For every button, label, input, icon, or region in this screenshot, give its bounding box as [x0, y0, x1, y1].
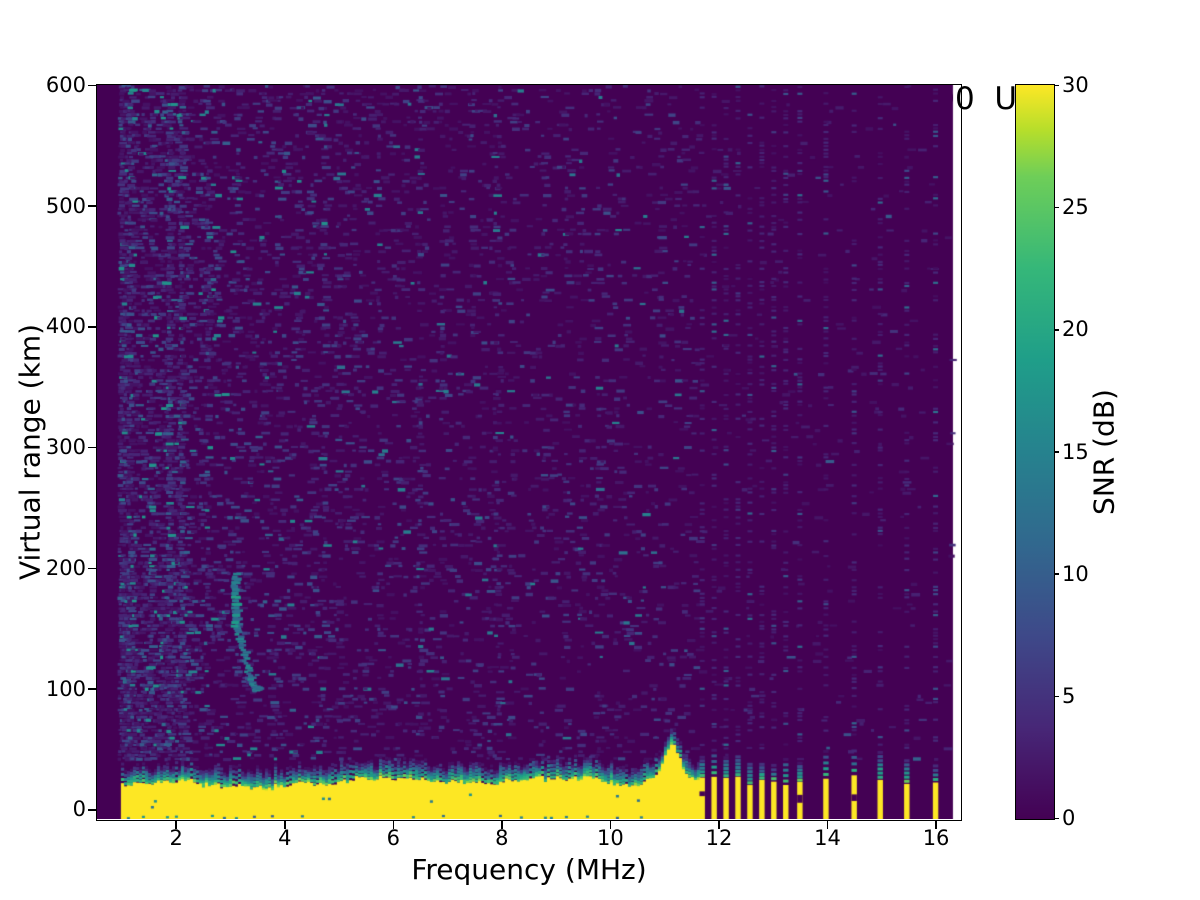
cbar-tick-mark	[1054, 451, 1059, 453]
x-tick-mark	[935, 821, 937, 829]
y-tick-label: 100	[45, 676, 86, 701]
x-tick-label: 12	[705, 826, 733, 850]
cbar-tick-label: 0	[1062, 806, 1076, 830]
y-tick-label: 0	[72, 797, 86, 822]
x-tick-mark	[718, 821, 720, 829]
cbar-tick-label: 10	[1062, 561, 1089, 586]
y-axis-label: Virtual range (km)	[13, 323, 47, 581]
x-tick-label: 6	[386, 826, 400, 850]
x-tick-mark	[609, 821, 612, 829]
x-tick-mark	[501, 821, 503, 829]
y-tick-label: 400	[45, 314, 86, 339]
x-tick-label: 8	[495, 826, 509, 850]
cbar-tick-mark	[1054, 84, 1059, 87]
y-tick-mark	[88, 809, 96, 811]
cbar-tick-mark	[1054, 573, 1059, 575]
y-tick-mark	[88, 205, 96, 207]
x-tick-mark	[826, 821, 829, 829]
x-tick-mark	[392, 821, 395, 829]
y-tick-mark	[88, 446, 96, 449]
y-tick-mark	[88, 84, 96, 87]
ionogram-canvas	[97, 85, 960, 819]
colorbar	[1015, 84, 1055, 820]
plot-area	[96, 84, 962, 821]
cbar-tick-mark	[1054, 695, 1059, 698]
colorbar-label: SNR (dB)	[1087, 389, 1121, 515]
x-tick-mark	[175, 821, 177, 829]
y-tick-label: 200	[45, 555, 86, 580]
cbar-tick-mark	[1054, 329, 1059, 331]
y-tick-mark	[88, 688, 96, 690]
y-tick-mark	[88, 326, 96, 328]
y-tick-label: 600	[45, 73, 86, 97]
x-tick-label: 16	[922, 826, 950, 850]
cbar-tick-label: 5	[1062, 683, 1076, 708]
y-tick-label: 300	[45, 435, 86, 460]
cbar-tick-label: 20	[1062, 317, 1089, 342]
cbar-tick-label: 15	[1062, 439, 1089, 464]
cbar-tick-mark	[1054, 206, 1059, 209]
x-tick-label: 2	[169, 826, 183, 850]
cbar-tick-label: 30	[1062, 73, 1089, 97]
x-axis-label: Frequency (MHz)	[411, 853, 647, 886]
x-tick-label: 10	[597, 826, 624, 850]
y-tick-mark	[88, 567, 96, 570]
cbar-tick-label: 25	[1062, 195, 1089, 220]
x-tick-mark	[284, 821, 286, 829]
cbar-tick-mark	[1054, 817, 1059, 820]
x-tick-label: 4	[278, 826, 292, 850]
y-tick-label: 500	[45, 193, 86, 218]
x-tick-label: 14	[814, 826, 841, 850]
